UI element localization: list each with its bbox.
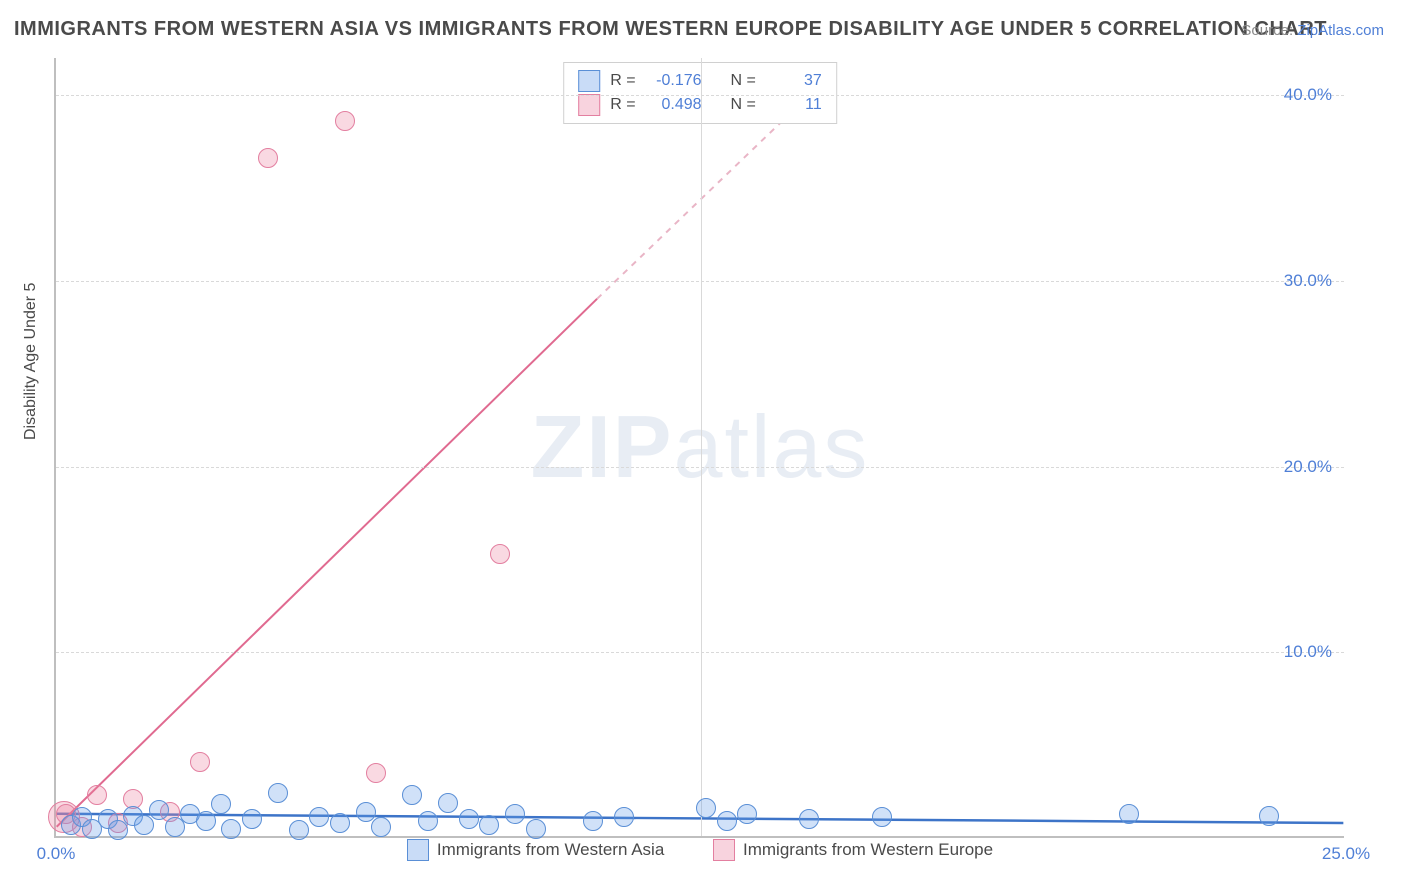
data-point (872, 807, 892, 827)
data-point (72, 817, 92, 837)
data-point (56, 804, 76, 824)
trend-lines-layer (56, 58, 1344, 836)
data-point (479, 815, 499, 835)
r-label: R = (610, 93, 635, 117)
data-point (268, 783, 288, 803)
y-tick-label: 20.0% (1284, 457, 1332, 477)
data-point (196, 811, 216, 831)
data-point (190, 752, 210, 772)
data-point (335, 111, 355, 131)
r-label: R = (610, 69, 635, 93)
data-point (490, 544, 510, 564)
r-value: 0.498 (646, 93, 702, 117)
data-point (459, 809, 479, 829)
data-point (123, 789, 143, 809)
data-point (366, 763, 386, 783)
data-point (258, 148, 278, 168)
data-point (1259, 806, 1279, 826)
data-point (438, 793, 458, 813)
data-point (134, 815, 154, 835)
data-point (614, 807, 634, 827)
data-point (1119, 804, 1139, 824)
data-point (98, 809, 118, 829)
n-label: N = (730, 69, 755, 93)
data-point (123, 806, 143, 826)
data-point (242, 809, 262, 829)
data-point (82, 819, 102, 839)
legend-item: Immigrants from Western Asia (407, 839, 664, 861)
x-tick-label: 0.0% (37, 844, 76, 864)
trend-line (57, 814, 1344, 823)
trend-line (57, 299, 597, 827)
scatter-plot-area: ZIPatlas R = -0.176 N = 37 R = 0.498 N =… (54, 58, 1344, 838)
data-point (72, 807, 92, 827)
gridline (56, 467, 1344, 468)
gridline (701, 58, 702, 836)
data-point (221, 819, 241, 839)
source-label: Source: (1241, 22, 1297, 39)
n-value: 37 (766, 69, 822, 93)
data-point (149, 800, 169, 820)
data-point (309, 807, 329, 827)
data-point (717, 811, 737, 831)
source-attribution: Source: ZipAtlas.com (1241, 22, 1384, 39)
square-icon (407, 839, 429, 861)
data-point (371, 817, 391, 837)
data-point (211, 794, 231, 814)
data-point (108, 820, 128, 840)
y-axis-label: Disability Age Under 5 (22, 283, 40, 440)
n-label: N = (730, 93, 755, 117)
gridline (56, 652, 1344, 653)
source-link[interactable]: ZipAtlas.com (1297, 22, 1384, 39)
data-point (737, 804, 757, 824)
legend-label: Immigrants from Western Europe (743, 840, 993, 860)
series-legend: Immigrants from Western Asia Immigrants … (56, 839, 1344, 866)
y-tick-label: 40.0% (1284, 85, 1332, 105)
data-point (526, 819, 546, 839)
data-point (402, 785, 422, 805)
data-point (108, 813, 128, 833)
data-point (87, 785, 107, 805)
data-point (61, 815, 81, 835)
data-point (799, 809, 819, 829)
legend-row: R = -0.176 N = 37 (578, 69, 822, 93)
data-point (696, 798, 716, 818)
data-point (165, 817, 185, 837)
data-point (180, 804, 200, 824)
legend-item: Immigrants from Western Europe (713, 839, 993, 861)
gridline (56, 281, 1344, 282)
legend-label: Immigrants from Western Asia (437, 840, 664, 860)
data-point (418, 811, 438, 831)
r-value: -0.176 (646, 69, 702, 93)
data-point (160, 802, 180, 822)
watermark: ZIPatlas (531, 396, 870, 498)
x-tick-label: 25.0% (1322, 844, 1370, 864)
data-point (505, 804, 525, 824)
y-tick-label: 30.0% (1284, 271, 1332, 291)
data-point (356, 802, 376, 822)
data-point (330, 813, 350, 833)
chart-title: IMMIGRANTS FROM WESTERN ASIA VS IMMIGRAN… (14, 18, 1327, 41)
square-icon (578, 94, 600, 116)
data-point (289, 820, 309, 840)
square-icon (578, 70, 600, 92)
data-point (48, 801, 80, 833)
square-icon (713, 839, 735, 861)
correlation-legend: R = -0.176 N = 37 R = 0.498 N = 11 (563, 62, 837, 124)
gridline (56, 95, 1344, 96)
n-value: 11 (766, 93, 822, 117)
data-point (583, 811, 603, 831)
legend-row: R = 0.498 N = 11 (578, 93, 822, 117)
y-tick-label: 10.0% (1284, 642, 1332, 662)
